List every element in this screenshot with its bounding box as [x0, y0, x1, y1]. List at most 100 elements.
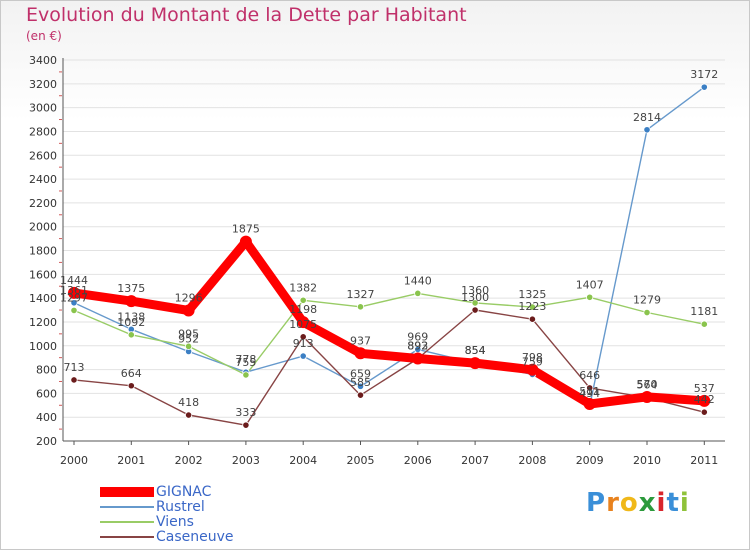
data-label-gignac: 937 [350, 334, 371, 347]
point-gignac [526, 363, 539, 376]
point-caseneuve [471, 306, 479, 314]
data-label-rustrel: 659 [350, 367, 371, 380]
data-label-rustrel: 969 [407, 330, 428, 343]
legend-swatch-caseneuve [100, 536, 154, 538]
point-caseneuve [70, 376, 78, 384]
x-tick-label: 2006 [404, 454, 432, 467]
point-gignac [68, 286, 80, 299]
y-tick-label: 3200 [29, 78, 57, 91]
legend-item-caseneuve[interactable]: Caseneuve [100, 529, 234, 545]
data-label-caseneuve: 713 [64, 361, 85, 374]
point-viens [700, 320, 708, 328]
y-tick-label: 400 [36, 411, 57, 424]
x-tick-label: 2005 [347, 454, 375, 467]
logo-letter: x [638, 488, 657, 518]
series-line-gignac [69, 237, 709, 409]
point-viens [471, 299, 479, 307]
point-rustrel [700, 83, 708, 91]
data-label-gignac: 1375 [117, 282, 145, 295]
x-tick-label: 2001 [117, 454, 145, 467]
series-points [68, 83, 711, 429]
y-tick-label: 3400 [29, 54, 57, 67]
chart-unit: (en €) [26, 29, 62, 43]
point-rustrel [643, 126, 651, 134]
series-line-rustrel [73, 86, 705, 407]
x-tick-label: 2007 [461, 454, 489, 467]
data-label-gignac: 893 [407, 339, 428, 352]
y-tick-label: 1800 [29, 245, 57, 258]
data-label-rustrel: 3172 [690, 68, 718, 81]
point-caseneuve [185, 411, 193, 419]
data-label-viens: 1325 [518, 288, 546, 301]
logo-letter: t [666, 488, 680, 518]
legend-label-viens: Viens [156, 514, 194, 530]
point-caseneuve [528, 315, 537, 323]
data-label-caseneuve: 646 [579, 369, 600, 382]
data-label-caseneuve: 333 [235, 406, 256, 419]
x-tick-label: 2011 [690, 454, 718, 467]
x-tick-label: 2010 [633, 454, 661, 467]
y-tick-label: 2200 [29, 197, 57, 210]
grid-lines [63, 59, 725, 442]
data-label-viens: 1181 [690, 305, 718, 318]
data-label-gignac: 1198 [289, 303, 317, 316]
point-rustrel [70, 299, 78, 307]
series-lines [69, 86, 709, 426]
data-label-caseneuve: 1223 [518, 300, 546, 313]
point-viens [643, 308, 651, 317]
logo-letter: i [679, 488, 690, 518]
data-label-gignac: 537 [694, 382, 715, 395]
x-tick-label: 2003 [232, 454, 260, 467]
legend-item-rustrel[interactable]: Rustrel [100, 499, 205, 515]
data-labels: 1361 1138 952 778 913 659 969 854 759 494 2814 3172… [60, 68, 718, 419]
x-tick-label: 2004 [289, 454, 317, 467]
legend-label-rustrel: Rustrel [156, 499, 205, 515]
data-label-rustrel: 913 [293, 337, 314, 350]
y-tick-label: 2800 [29, 125, 57, 138]
point-gignac [239, 235, 252, 248]
data-label-viens: 1297 [60, 291, 88, 304]
data-label-caseneuve: 892 [407, 340, 428, 353]
logo-letter: P [586, 488, 607, 518]
y-tick-label: 3000 [29, 102, 57, 115]
point-gignac [125, 295, 138, 308]
data-label-rustrel: 778 [235, 353, 256, 366]
data-label-viens: 1407 [576, 278, 604, 291]
point-caseneuve [242, 421, 250, 429]
data-label-rustrel: 2814 [633, 111, 661, 124]
x-tick-label: 2008 [518, 454, 546, 467]
legend-item-viens[interactable]: Viens [100, 514, 194, 530]
y-tick-labels: 200 400 600 800 1000 1200 1400 1600 1800 2000 2200… [29, 54, 57, 448]
data-label-gignac: 854 [465, 344, 486, 357]
data-label-viens: 1440 [404, 274, 432, 287]
point-gignac [297, 316, 310, 329]
chart-title: Evolution du Montant de la Dette par Hab… [26, 4, 467, 26]
legend-swatch-gignac [100, 487, 154, 497]
data-label-caseneuve: 1300 [461, 291, 489, 304]
data-label-caseneuve: 585 [350, 376, 371, 389]
point-rustrel [299, 352, 307, 360]
x-tick-labels: 2000 2001 2002 2003 2004 2005 2006 2007 2008 2009… [60, 454, 718, 467]
y-tick-label: 600 [36, 387, 57, 400]
y-tick-label: 2400 [29, 173, 57, 186]
data-label-gignac: 798 [522, 351, 543, 364]
data-label-gignac: 1875 [232, 223, 260, 236]
point-gignac [354, 347, 367, 360]
legend-item-gignac[interactable]: GIGNAC [100, 484, 211, 500]
data-label-viens: 1382 [289, 281, 317, 294]
proxiti-logo: Proxiti [586, 488, 690, 518]
point-gignac [411, 352, 424, 365]
legend-label-gignac: GIGNAC [156, 484, 212, 500]
data-label-gignac: 1296 [175, 292, 203, 305]
point-gignac [583, 397, 596, 410]
data-label-viens: 995 [178, 327, 199, 340]
data-label-rustrel: 952 [178, 332, 199, 345]
point-viens [185, 342, 193, 350]
data-label-gignac: 511 [579, 385, 600, 398]
data-label-rustrel: 1138 [117, 310, 145, 323]
point-caseneuve [700, 408, 708, 416]
point-viens [70, 306, 78, 314]
y-tick-label: 1200 [29, 316, 57, 329]
